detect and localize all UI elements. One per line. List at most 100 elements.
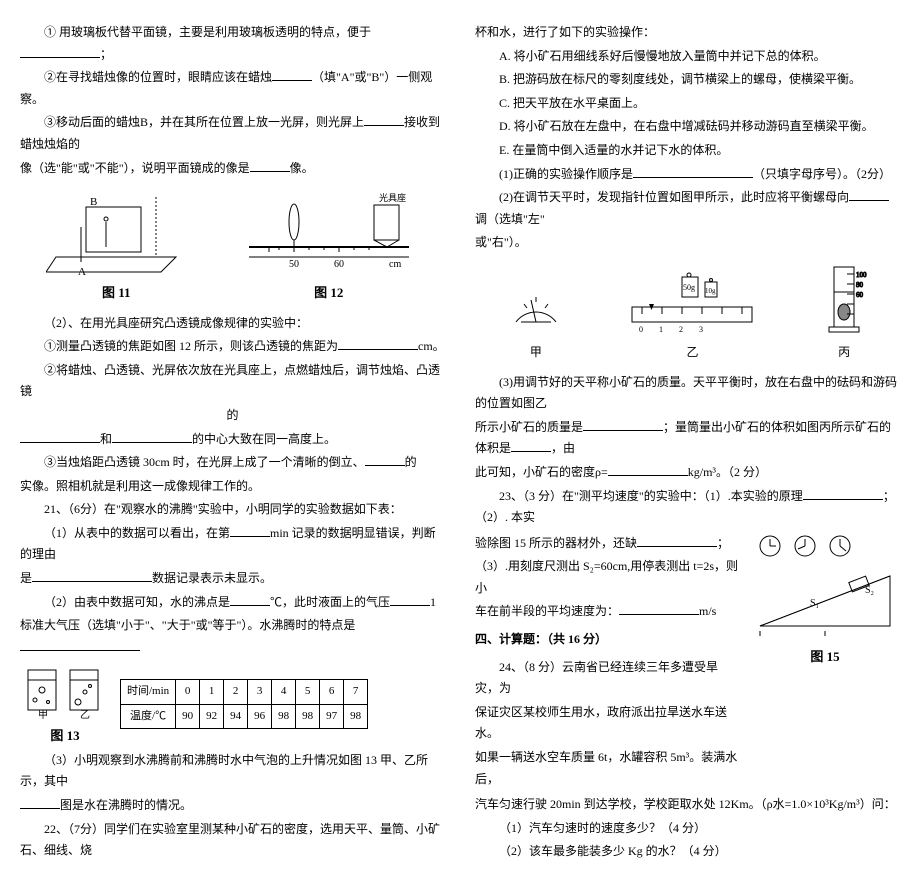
- beaker-bubbles-icon: 甲 乙: [20, 660, 110, 720]
- blank: [637, 534, 717, 547]
- text: 验除图 15 所示的器材外，还缺: [475, 536, 637, 550]
- svg-text:50: 50: [289, 259, 299, 270]
- graduated-cylinder-icon: 100 80 60: [819, 262, 869, 342]
- fig13-table-row: 甲 乙 图 13 时间/min 0 1 2 3 4 5 6 7: [20, 660, 445, 747]
- r2: (1)正确的实验操作顺序是 （只填字母序号）。（2分）: [475, 164, 900, 186]
- q24-2: （2）该车最多能装多少 Kg 的水？（4 分）: [475, 841, 900, 863]
- p2-2: ②将蜡烛、凸透镜、光屏依次放在光具座上，点燃蜡烛后，调节烛焰、凸透镜: [20, 360, 445, 403]
- svg-text:10g: 10g: [705, 287, 716, 295]
- figure-row-11-12: A B 图 11 50 60 cm 光具座: [20, 187, 445, 304]
- text: (1)正确的实验操作顺序是: [499, 167, 633, 181]
- figure-bing: 100 80 60 丙: [819, 262, 869, 364]
- r4e: 此可知，小矿石的密度ρ=kg/m³。（2 分）: [475, 462, 900, 484]
- blank: [364, 113, 404, 126]
- text: cm。: [418, 339, 445, 353]
- table-cell: 98: [272, 704, 296, 729]
- text: （只填字母序号）。（2分）: [753, 167, 891, 181]
- blank: [250, 159, 290, 172]
- blank: [20, 638, 140, 651]
- q23-fig15-row: 验除图 15 所示的器材外，还缺； （3）.用刻度尺测出 S₂=60cm,用停表…: [475, 531, 900, 793]
- svg-text:S₂: S₂: [865, 585, 874, 596]
- fig-yi-label: 乙: [627, 342, 757, 364]
- svg-text:80: 80: [856, 281, 864, 289]
- text: 是: [20, 571, 32, 585]
- q1-line3: ③移动后面的蜡烛B，并在其所在位置上放一光屏，则光屏上接收到蜡烛烛焰的: [20, 112, 445, 155]
- table-cell: 0: [176, 679, 200, 704]
- fig-bing-label: 丙: [819, 342, 869, 364]
- p2: （2）、在用光具座研究凸透镜成像规律的实验中：: [20, 313, 445, 335]
- q24d: 汽车匀速行驶 20min 到达学校，学校距取水处 12Km。（ρ水=1.0×10…: [475, 794, 900, 816]
- svg-text:60: 60: [334, 259, 344, 270]
- svg-text:光具座: 光具座: [379, 192, 406, 203]
- svg-text:1: 1: [659, 325, 663, 334]
- q23f: 车在前半段的平均速度为：m/s: [475, 601, 740, 623]
- svg-text:A: A: [78, 266, 86, 277]
- table-cell: 97: [320, 704, 344, 729]
- table-header: 时间/min: [121, 679, 176, 704]
- blank: [390, 593, 430, 606]
- ramp-clocks-icon: S₁ S₂: [750, 531, 900, 641]
- q21-2: （2）由表中数据可知，水的沸点是℃，此时液面上的气压1: [20, 592, 445, 614]
- figure-12: 50 60 cm 光具座 图 12: [239, 187, 419, 304]
- text: ①测量凸透镜的焦距如图 12 所示，则该凸透镜的焦距为: [44, 339, 338, 353]
- blank: [20, 45, 100, 58]
- r4b: 所示小矿石的质量是；量筒量出小矿石的体积如图丙所示矿石的体积是，由: [475, 417, 900, 460]
- svg-text:2: 2: [679, 325, 683, 334]
- table-cell: 98: [296, 704, 320, 729]
- text: ；: [717, 536, 729, 550]
- figure-jia: 甲: [506, 272, 566, 364]
- mirror-setup-icon: A B: [46, 187, 186, 277]
- table-cell: 96: [248, 704, 272, 729]
- text: ① 用玻璃板代替平面镜，主要是利用玻璃板透明的特点，便于: [44, 25, 371, 39]
- text: (2)在调节天平时，发现指针位置如图甲所示，此时应将平衡螺母向: [499, 190, 849, 204]
- blank: [803, 487, 883, 500]
- q21-3: （3）小明观察到水沸腾前和沸腾时水中气泡的上升情况如图 13 甲、乙所示，其中: [20, 750, 445, 793]
- q24b: 保证灾区某校师生用水，政府派出拉旱送水车送水。: [475, 702, 740, 745]
- q23-text: 验除图 15 所示的器材外，还缺； （3）.用刻度尺测出 S₂=60cm,用停表…: [475, 531, 740, 793]
- r3: (2)在调节天平时，发现指针位置如图甲所示，此时应将平衡螺母向调（选填"左": [475, 187, 900, 230]
- blank: [365, 453, 405, 466]
- blank: [272, 68, 312, 81]
- table-cell: 98: [344, 704, 368, 729]
- q21-3b: 图是水在沸腾时的情况。: [20, 795, 445, 817]
- q1-line4: 像（选"能"或"不能"），说明平面镜成的像是像。: [20, 158, 445, 180]
- table-cell: 7: [344, 679, 368, 704]
- text: 的: [226, 408, 238, 422]
- blank: [511, 439, 551, 452]
- text: 1: [430, 595, 436, 609]
- q1-line2: ②在寻找蜡烛像的位置时，眼睛应该在蜡烛（填"A"或"B"）一侧观察。: [20, 67, 445, 110]
- fig13-label: 图 13: [20, 724, 110, 747]
- table-cell: 5: [296, 679, 320, 704]
- blank: [20, 796, 60, 809]
- text: ；: [100, 47, 112, 61]
- table-cell: 1: [200, 679, 224, 704]
- fig-jia-label: 甲: [506, 342, 566, 364]
- r1: 杯和水，进行了如下的实验操作：: [475, 22, 900, 44]
- q1-line1: ① 用玻璃板代替平面镜，主要是利用玻璃板透明的特点，便于 ；: [20, 22, 445, 65]
- text: 图是水在沸腾时的情况。: [60, 798, 192, 812]
- text: （1）从表中的数据可以看出，在第: [44, 526, 230, 540]
- boiling-data-table: 时间/min 0 1 2 3 4 5 6 7 温度/℃ 90 92 94 96 …: [120, 679, 368, 730]
- rA: A. 将小矿石用细线系好后慢慢地放入量筒中并记下总的体积。: [475, 46, 900, 68]
- text: （2）由表中数据可知，水的沸点是: [44, 595, 230, 609]
- section-4-title: 四、计算题：（共 16 分）: [475, 629, 740, 651]
- q24a: 24、（8 分）云南省已经连续三年多遭受旱灾，为: [475, 657, 740, 700]
- blank: [230, 593, 270, 606]
- blank: [633, 165, 753, 178]
- table-cell: 4: [272, 679, 296, 704]
- text: 数据记录表示未显示。: [152, 571, 272, 585]
- q21: 21、（6分）在"观察水的沸腾"实验中，小明同学的实验数据如下表：: [20, 499, 445, 521]
- text: m/s: [699, 604, 716, 618]
- q21-1: （1）从表中的数据可以看出，在第min 记录的数据明显错误，判断的理由: [20, 523, 445, 566]
- table-row: 温度/℃ 90 92 94 96 98 98 97 98: [121, 704, 368, 729]
- figure-row-jia-yi-bing: 甲 50g 10g 0 1 2 3: [475, 262, 900, 364]
- r4a: (3)用调节好的天平称小矿石的质量。天平平衡时，放在右盘中的砝码和游码的位置如图…: [475, 372, 900, 415]
- text: 此可知，小矿石的密度ρ=: [475, 465, 608, 479]
- blank: [32, 569, 152, 582]
- blank: [583, 418, 663, 431]
- q22: 22、（7分）同学们在实验室里测某种小矿石的密度，选用天平、量筒、小矿石、细线、…: [20, 819, 445, 862]
- svg-text:甲: 甲: [38, 710, 48, 720]
- p2-2c: 和的中心大致在同一高度上。: [20, 429, 445, 451]
- text: 的中心大致在同一高度上。: [192, 432, 336, 446]
- table-cell: 92: [200, 704, 224, 729]
